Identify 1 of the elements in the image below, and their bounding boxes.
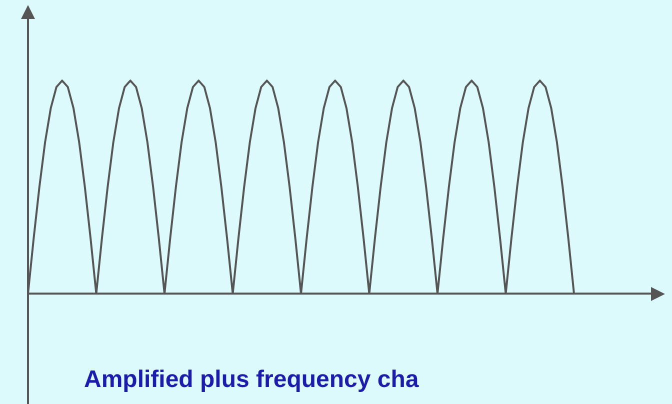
text: Amplified plus frequency cha (84, 366, 419, 394)
